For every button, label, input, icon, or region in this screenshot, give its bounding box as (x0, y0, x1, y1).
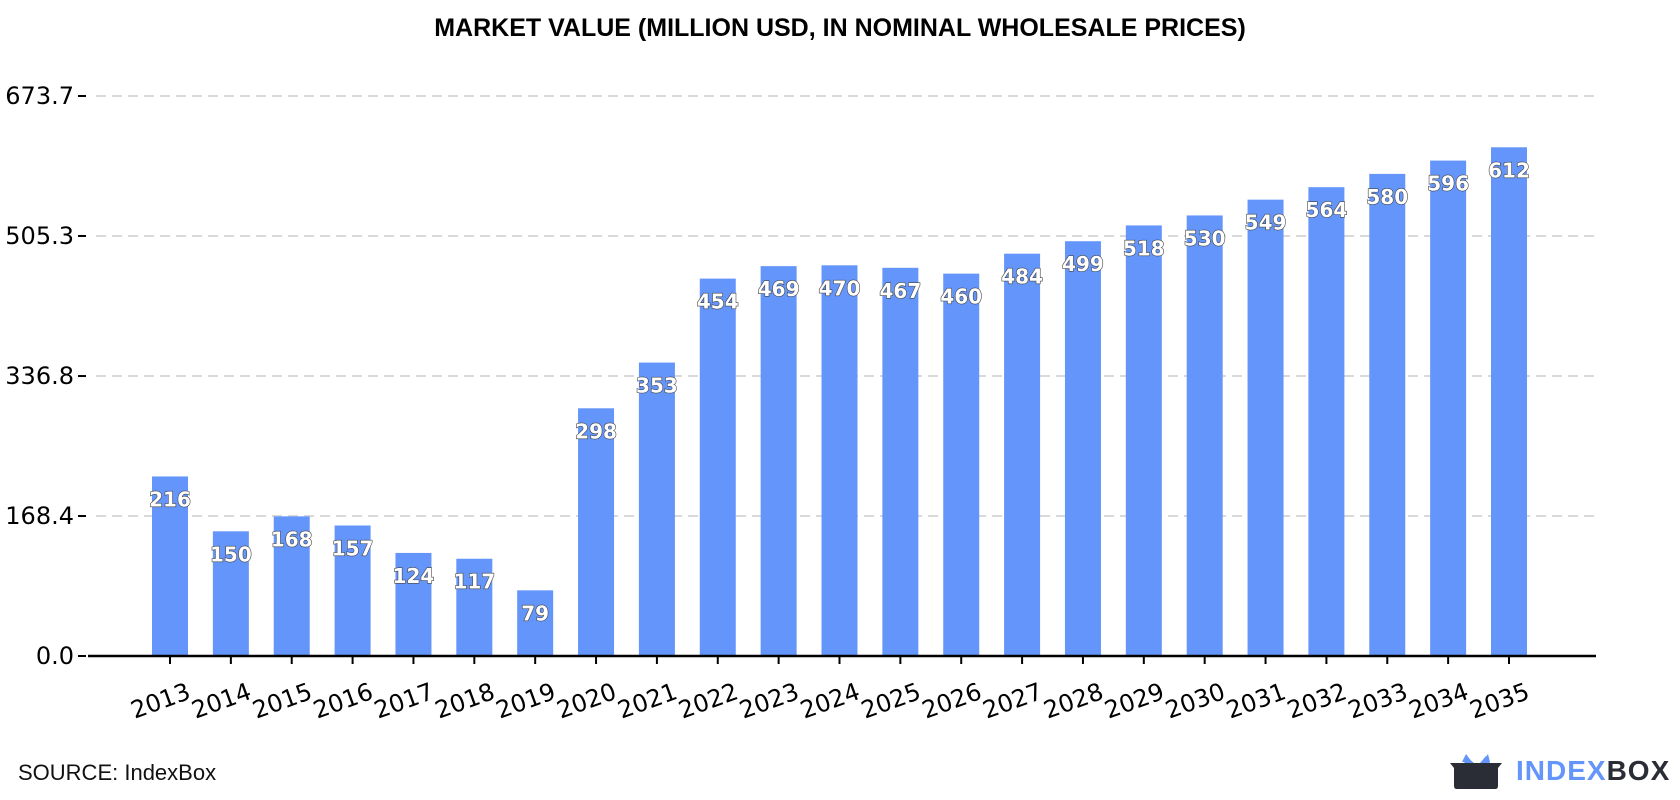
data-label: 79 (521, 601, 549, 625)
data-label: 518 (1123, 236, 1165, 260)
x-tick-label: 2015 (249, 677, 316, 724)
data-label: 298 (575, 419, 617, 443)
data-label: 157 (332, 536, 374, 560)
bar (1064, 241, 1101, 656)
x-tick-label: 2026 (918, 677, 985, 724)
bar (638, 362, 675, 656)
bar (1369, 173, 1406, 657)
data-label: 612 (1488, 158, 1530, 182)
data-label: 549 (1245, 211, 1287, 235)
bar (212, 531, 249, 656)
data-label: 564 (1306, 198, 1348, 222)
data-label: 484 (1001, 265, 1043, 289)
source-label: SOURCE: IndexBox (18, 760, 217, 785)
x-tick-label: 2031 (1223, 677, 1290, 724)
x-tick-label: 2020 (553, 677, 620, 724)
y-tick-label: 0.0 (36, 642, 74, 670)
data-label: 499 (1062, 252, 1104, 276)
bar (273, 516, 310, 656)
bar (1125, 225, 1162, 656)
bar-chart: 0.0 168.4 336.8 505.3 673.7 216 2013 150 2014 168… (5, 82, 1596, 725)
data-label: 124 (393, 564, 435, 588)
x-tick-label: 2017 (371, 677, 438, 724)
bar (821, 265, 858, 656)
x-tick-label: 2032 (1283, 677, 1350, 724)
data-label: 596 (1427, 172, 1469, 196)
bar (760, 266, 797, 656)
bar (517, 590, 554, 656)
bar (943, 273, 980, 656)
bar (456, 558, 493, 656)
y-tick-label: 336.8 (5, 362, 74, 390)
data-label: 469 (758, 277, 800, 301)
data-label: 117 (453, 570, 495, 594)
x-tick-label: 2029 (1101, 677, 1168, 724)
y-tick-label: 168.4 (5, 502, 74, 530)
bar (1430, 160, 1467, 656)
x-tick-label: 2019 (492, 677, 559, 724)
data-label: 150 (210, 542, 252, 566)
y-tick-label: 505.3 (5, 222, 74, 250)
bar (882, 267, 919, 656)
x-tick-label: 2028 (1040, 677, 1107, 724)
data-label: 530 (1184, 226, 1226, 250)
x-tick-label: 2025 (857, 677, 924, 724)
x-tick-label: 2014 (188, 677, 255, 724)
bar (395, 552, 432, 656)
x-tick-label: 2027 (979, 677, 1046, 724)
data-label: 467 (879, 279, 921, 303)
indexbox-logo: INDEXBOX (1450, 752, 1670, 790)
data-label: 580 (1366, 185, 1408, 209)
x-tick-label: 2024 (797, 677, 864, 724)
x-tick-label: 2018 (431, 677, 498, 724)
bar (334, 525, 371, 656)
bar (699, 278, 736, 656)
logo-text: INDEXBOX (1516, 755, 1671, 786)
x-tick-label: 2021 (614, 677, 681, 724)
data-label: 454 (697, 290, 739, 314)
bar (1308, 187, 1345, 657)
x-tick-label: 2030 (1162, 677, 1229, 724)
data-label: 168 (271, 527, 313, 551)
y-tick-label: 673.7 (5, 82, 74, 110)
bar (1004, 253, 1041, 656)
bar (578, 408, 615, 656)
x-tick-label: 2023 (736, 677, 803, 724)
x-tick-label: 2034 (1405, 677, 1472, 724)
x-tick-label: 2022 (675, 677, 742, 724)
bar (1491, 147, 1527, 656)
data-label: 353 (636, 374, 678, 398)
x-tick-label: 2035 (1466, 677, 1533, 724)
x-tick-label: 2013 (127, 677, 194, 724)
data-label: 460 (940, 285, 982, 309)
data-label: 216 (149, 487, 191, 511)
bar (152, 476, 188, 656)
x-tick-label: 2033 (1344, 677, 1411, 724)
bar (1186, 215, 1223, 657)
x-tick-label: 2016 (310, 677, 377, 724)
box-logo-icon (1450, 754, 1502, 789)
bar (1247, 199, 1284, 656)
chart-title: MARKET VALUE (MILLION USD, IN NOMINAL WH… (434, 14, 1246, 42)
data-label: 470 (819, 276, 861, 300)
